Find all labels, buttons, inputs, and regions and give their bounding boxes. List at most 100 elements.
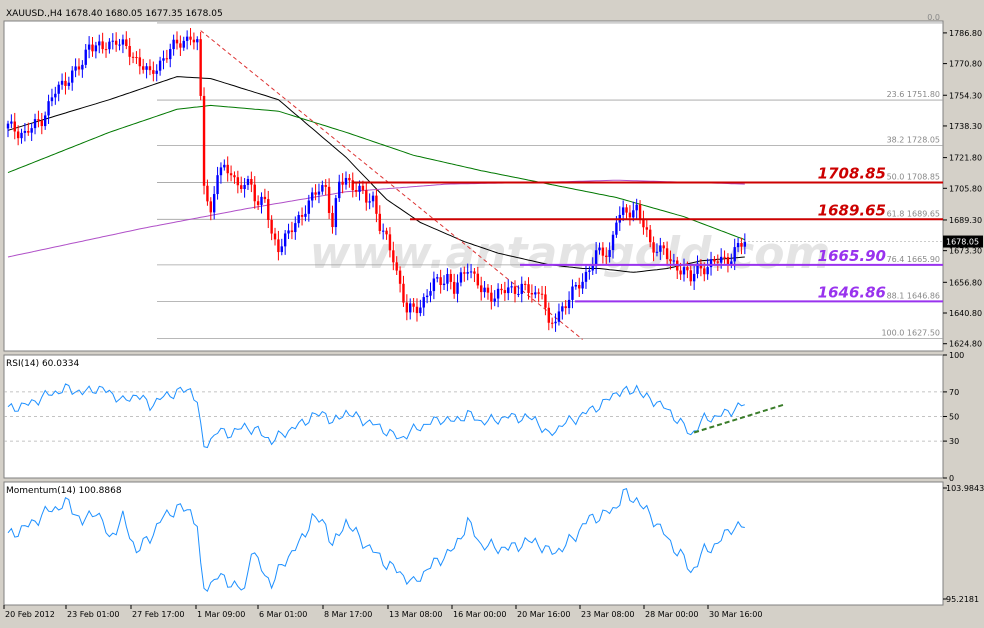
candle-body (246, 179, 250, 185)
candle-body (473, 271, 476, 274)
candle-body (270, 219, 273, 234)
candle-body (145, 66, 148, 70)
candle-body (621, 207, 625, 215)
candle-body (561, 306, 564, 312)
candle-body (233, 175, 236, 178)
candle-body (611, 234, 615, 251)
candle-body (456, 282, 459, 294)
candle-body (311, 192, 314, 201)
candle-body (730, 261, 733, 265)
candle-body (283, 233, 287, 247)
candle-body (740, 243, 743, 247)
candle-body (507, 287, 510, 294)
candle-body (446, 274, 449, 284)
candle-body (419, 307, 422, 314)
candle-body (98, 41, 101, 46)
candle-body (50, 97, 54, 102)
candle-body (260, 196, 263, 205)
candle-body (300, 215, 304, 217)
fib-level-label: 61.8 1689.65 (887, 209, 940, 218)
candle-body (196, 39, 199, 43)
candle-body (327, 186, 331, 213)
candle-body (706, 267, 709, 275)
rsi-tick-label: 0 (949, 474, 954, 483)
candle-body (77, 66, 81, 70)
candle-body (517, 293, 520, 295)
candle-body (540, 293, 544, 295)
candle-body (87, 44, 91, 50)
trend-line (200, 30, 583, 340)
candle-body (486, 287, 490, 293)
candle-body (37, 119, 40, 121)
time-tick-label: 20 Mar 16:00 (517, 610, 570, 619)
candle-body (530, 292, 534, 295)
candle-body (719, 256, 723, 263)
candle-body (43, 115, 47, 127)
candle-body (226, 164, 229, 174)
candle-body (185, 36, 189, 41)
candle-body (520, 283, 523, 294)
candle-body (598, 247, 601, 251)
candle-body (307, 200, 311, 214)
candle-body (652, 242, 655, 253)
candle-body (267, 199, 270, 220)
candle-body (253, 184, 256, 202)
fib-level-label: 100.0 1627.50 (881, 329, 940, 338)
key-level-label: 1665.90 (818, 247, 886, 265)
candle-body (209, 201, 212, 213)
candle-body (169, 49, 172, 60)
candle-body (13, 121, 16, 132)
candle-body (324, 185, 327, 187)
price-tick-label: 1770.80 (949, 60, 982, 69)
candle-body (47, 101, 50, 116)
candle-body (638, 204, 642, 219)
candle-body (500, 288, 503, 291)
candle-body (662, 245, 665, 249)
candle-body (452, 281, 456, 294)
candle-body (331, 212, 334, 228)
fib-level-label: 76.4 1665.90 (887, 255, 940, 264)
candle-body (432, 278, 436, 292)
candle-body (351, 180, 354, 191)
candle-body (334, 198, 338, 228)
candle-body (148, 66, 152, 71)
candle-body (466, 272, 469, 274)
candle-body (20, 132, 23, 139)
price-tick-label: 1656.80 (949, 278, 982, 287)
candle-body (348, 177, 351, 181)
candle-body (442, 283, 446, 286)
candle-body (736, 243, 740, 248)
candle-body (158, 60, 162, 71)
candle-body (655, 251, 659, 253)
candle-body (713, 259, 716, 262)
candle-body (344, 177, 348, 185)
candle-body (206, 185, 209, 202)
candle-body (317, 191, 321, 195)
candle-body (496, 288, 500, 299)
candle-body (483, 287, 486, 293)
candle-body (16, 131, 20, 139)
candle-body (574, 284, 578, 287)
time-tick-label: 30 Mar 16:00 (709, 610, 762, 619)
candle-body (642, 218, 645, 228)
candle-body (375, 195, 378, 214)
candle-body (64, 80, 67, 86)
candle-body (273, 233, 277, 240)
candle-body (436, 277, 439, 279)
candle-body (192, 39, 196, 43)
candle-body (250, 179, 253, 185)
candle-body (27, 130, 30, 133)
time-tick-label: 13 Mar 08:00 (389, 610, 442, 619)
candle-body (216, 175, 219, 195)
candle-body (703, 268, 706, 275)
price-tick-label: 1754.30 (949, 91, 982, 100)
candle-body (236, 177, 240, 186)
candle-body (395, 262, 398, 271)
candle-body (709, 259, 713, 268)
candle-body (10, 121, 13, 124)
time-tick-label: 23 Feb 01:00 (67, 610, 119, 619)
candle-body (54, 93, 57, 98)
candle-body (71, 70, 74, 83)
candle-body (628, 212, 632, 218)
